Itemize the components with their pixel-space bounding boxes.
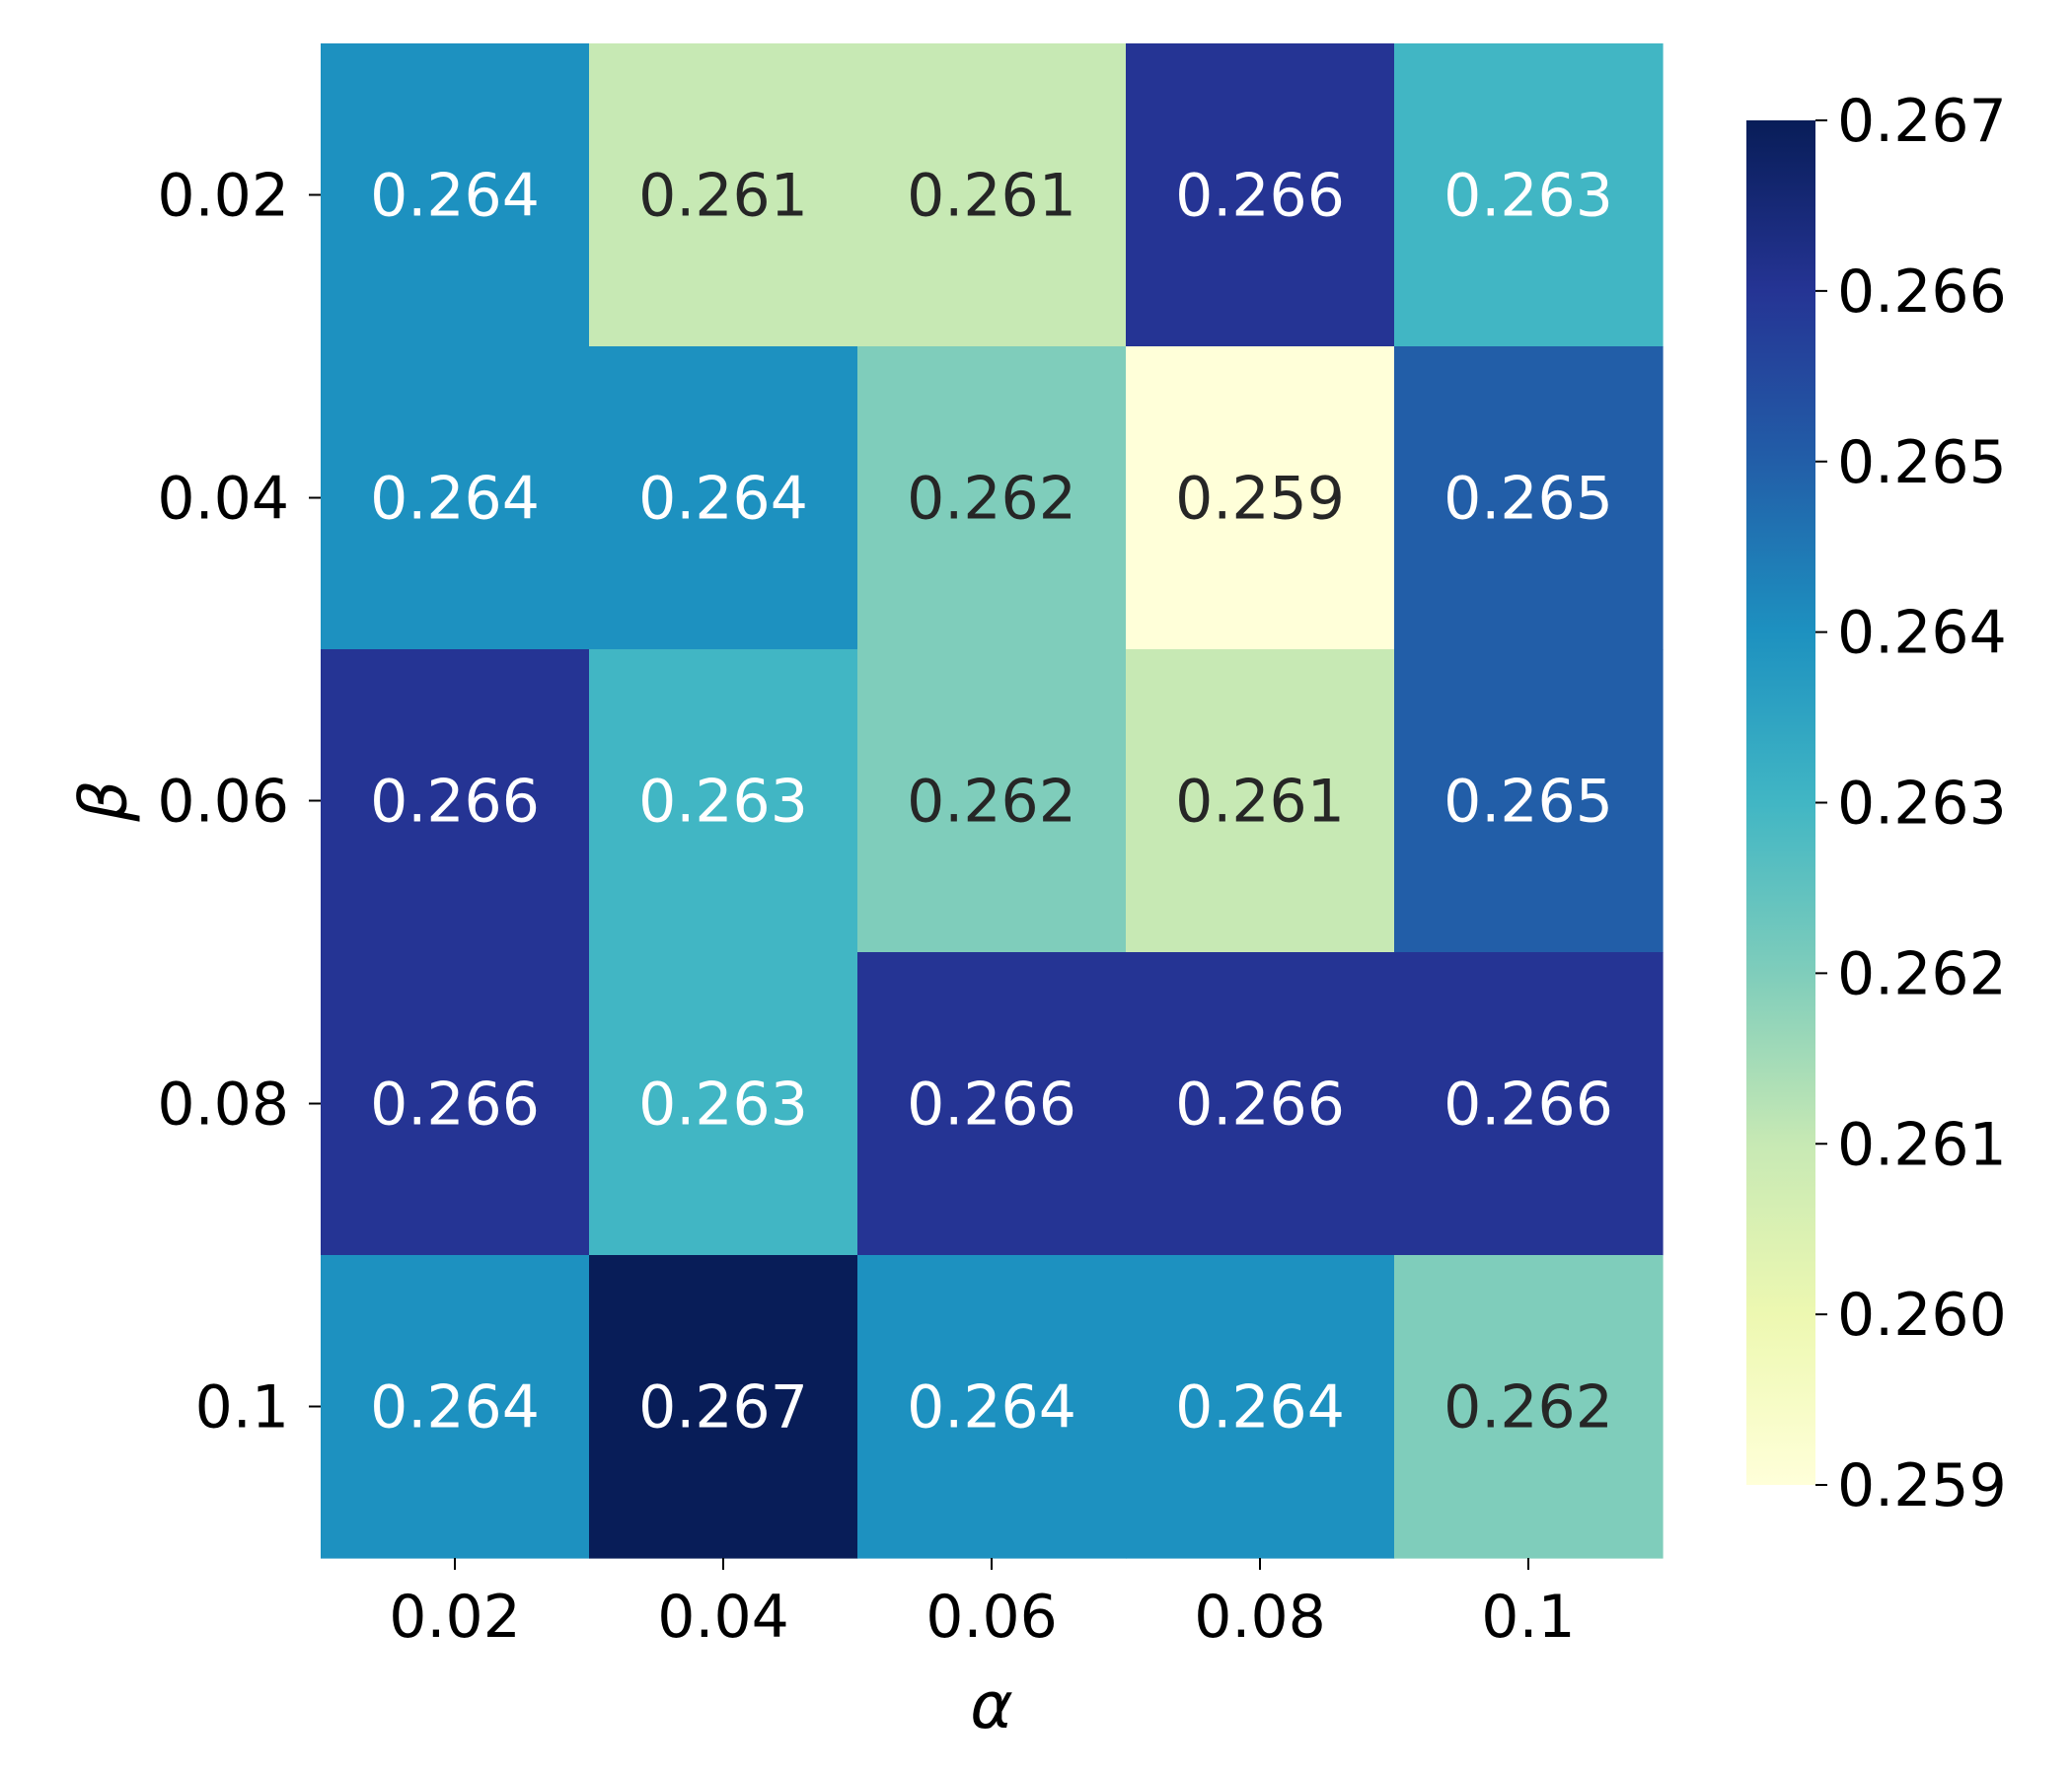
heatmap-cell xyxy=(857,43,1127,347)
x-tick-label: 0.06 xyxy=(925,1583,1058,1652)
y-axis-title: β xyxy=(66,779,142,822)
heatmap-cell xyxy=(1126,952,1395,1256)
x-tick-label: 0.04 xyxy=(657,1583,789,1652)
colorbar-tick-label: 0.262 xyxy=(1837,939,2007,1008)
colorbar-tick-label: 0.264 xyxy=(1837,599,2007,668)
heatmap-cell xyxy=(857,952,1127,1256)
cell-value-label: 0.261 xyxy=(1175,768,1345,837)
heatmap-cell xyxy=(1126,1255,1395,1559)
heatmap-cell xyxy=(1126,43,1395,347)
x-tick-label: 0.08 xyxy=(1194,1583,1326,1652)
y-tick-label: 0.02 xyxy=(157,162,289,231)
colorbar-tick-label: 0.265 xyxy=(1837,428,2007,497)
cell-value-label: 0.264 xyxy=(370,1373,540,1443)
cell-value-label: 0.266 xyxy=(370,1071,540,1140)
cell-value-label: 0.266 xyxy=(1443,1071,1613,1140)
heatmap-cell xyxy=(321,43,590,347)
x-tick-label: 0.1 xyxy=(1481,1583,1575,1652)
heatmap-cell xyxy=(589,952,858,1256)
heatmap-cell xyxy=(857,649,1127,953)
cell-value-label: 0.266 xyxy=(1175,1071,1345,1140)
cell-value-label: 0.262 xyxy=(1443,1373,1613,1443)
cell-value-label: 0.261 xyxy=(907,162,1076,231)
y-tick-label: 0.1 xyxy=(195,1373,289,1443)
heatmap-cell xyxy=(589,43,858,347)
colorbar: 0.267 0.266 0.265 0.264 0.263 0.262 0.261 0.260… xyxy=(1746,87,2007,1520)
heatmap-cell xyxy=(589,1255,858,1559)
cell-value-label: 0.259 xyxy=(1175,465,1345,534)
heatmap-cell xyxy=(857,1255,1127,1559)
heatmap-cell xyxy=(1394,952,1664,1256)
colorbar-tick-label: 0.263 xyxy=(1837,770,2007,839)
heatmap-cell xyxy=(321,346,590,650)
colorbar-tick-label: 0.267 xyxy=(1837,87,2007,156)
heatmap-cell xyxy=(1394,43,1664,347)
cell-value-label: 0.266 xyxy=(370,768,540,837)
heatmap-cell xyxy=(589,346,858,650)
y-tick-label: 0.06 xyxy=(157,768,289,837)
cell-value-label: 0.263 xyxy=(638,1071,808,1140)
cell-value-label: 0.261 xyxy=(638,162,808,231)
x-axis-ticks: 0.02 0.04 0.06 0.08 0.1 xyxy=(389,1558,1576,1652)
heatmap-cells xyxy=(321,43,1664,1559)
x-axis-title: α xyxy=(970,1667,1013,1743)
x-tick-label: 0.02 xyxy=(389,1583,521,1652)
cell-value-label: 0.264 xyxy=(370,465,540,534)
cell-value-label: 0.262 xyxy=(907,768,1076,837)
y-tick-label: 0.04 xyxy=(157,465,289,534)
cell-value-label: 0.264 xyxy=(370,162,540,231)
heatmap-cell xyxy=(321,952,590,1256)
heatmap-cell xyxy=(857,346,1127,650)
heatmap-cell xyxy=(1394,649,1664,953)
colorbar-ticks: 0.267 0.266 0.265 0.264 0.263 0.262 0.261 0.260… xyxy=(1815,87,2007,1520)
cell-value-label: 0.266 xyxy=(907,1071,1076,1140)
cell-value-label: 0.263 xyxy=(1443,162,1613,231)
heatmap-cell xyxy=(1394,346,1664,650)
y-tick-label: 0.08 xyxy=(157,1071,289,1140)
cell-value-label: 0.264 xyxy=(638,465,808,534)
y-axis-ticks: 0.02 0.04 0.06 0.08 0.1 xyxy=(157,162,321,1443)
cell-value-label: 0.265 xyxy=(1443,465,1613,534)
colorbar-tick-label: 0.261 xyxy=(1837,1110,2007,1179)
cell-value-label: 0.262 xyxy=(907,465,1076,534)
colorbar-tick-label: 0.260 xyxy=(1837,1281,2007,1350)
heatmap-cell xyxy=(589,649,858,953)
cell-value-label: 0.264 xyxy=(1175,1373,1345,1443)
heatmap-cell-labels: 0.264 0.261 0.261 0.266 0.263 0.264 0.264 0.262… xyxy=(370,162,1613,1443)
colorbar-tick-label: 0.259 xyxy=(1837,1451,2007,1520)
cell-value-label: 0.267 xyxy=(638,1373,808,1443)
heatmap-cell xyxy=(1394,1255,1664,1559)
cell-value-label: 0.264 xyxy=(907,1373,1076,1443)
cell-value-label: 0.265 xyxy=(1443,768,1613,837)
colorbar-tick-label: 0.266 xyxy=(1837,258,2007,327)
cell-value-label: 0.266 xyxy=(1175,162,1345,231)
heatmap-cell xyxy=(1126,649,1395,953)
heatmap-cell xyxy=(321,649,590,953)
cell-value-label: 0.263 xyxy=(638,768,808,837)
colorbar-gradient xyxy=(1746,120,1815,1485)
heatmap-cell xyxy=(321,1255,590,1559)
heatmap-cell xyxy=(1126,346,1395,650)
